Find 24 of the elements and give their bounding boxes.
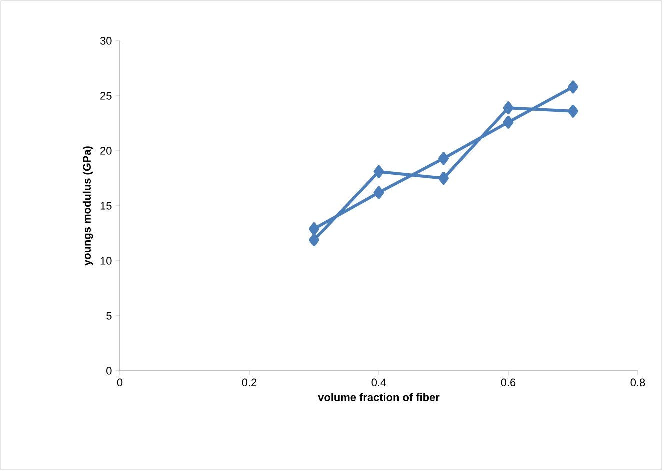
- point: [568, 80, 578, 94]
- y-tick-label: 15: [100, 202, 112, 210]
- x-tick-label: 0: [117, 378, 123, 387]
- point: [438, 172, 449, 185]
- point: [568, 104, 578, 118]
- point: [374, 186, 384, 200]
- x-tick-label: 0.4: [372, 378, 386, 387]
- x-tick-label: 0.8: [630, 378, 646, 387]
- x-tick-label: 0.6: [501, 378, 516, 387]
- y-tick-label: 20: [100, 147, 112, 155]
- y-axis-title: youngs modulus (GPa): [82, 146, 94, 266]
- point: [438, 152, 449, 166]
- y-tick-label: 0: [106, 367, 112, 375]
- y-tick-label: 25: [100, 92, 112, 100]
- x-axis-title: volume fraction of fiber: [318, 393, 440, 402]
- point: [309, 234, 320, 247]
- point: [309, 222, 320, 236]
- point: [374, 165, 384, 178]
- x-tick-label: 0.2: [242, 378, 257, 387]
- point: [503, 102, 514, 115]
- y-tick-label: 30: [100, 37, 112, 45]
- point: [503, 116, 514, 129]
- y-tick-label: 10: [100, 257, 112, 265]
- y-tick-label: 5: [106, 312, 112, 320]
